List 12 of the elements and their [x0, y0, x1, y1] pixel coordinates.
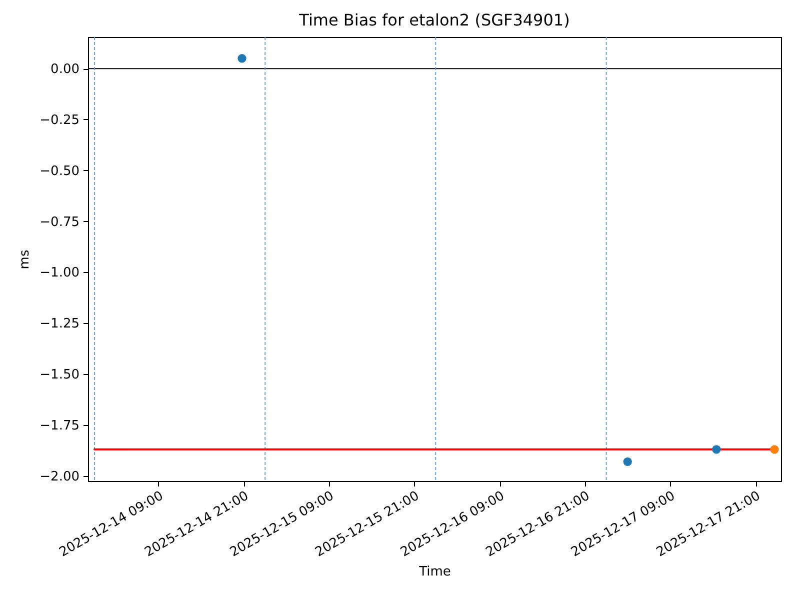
y-axis-title: ms — [18, 250, 33, 270]
y-tick-label: −1.50 — [40, 368, 80, 383]
y-tick-label: −1.75 — [40, 418, 80, 434]
chart-title: Time Bias for etalon2 (SGF34901) — [298, 10, 570, 30]
x-axis-title: Time — [418, 564, 451, 580]
y-tick-label: −0.75 — [40, 214, 80, 230]
y-tick-label: −0.50 — [40, 164, 80, 179]
y-tick-label: −0.25 — [40, 112, 80, 128]
y-tick-label: −2.00 — [40, 469, 80, 484]
y-tick-label: −1.25 — [40, 316, 80, 332]
y-tick-label: 0.00 — [50, 62, 80, 78]
y-tick-label: −1.00 — [40, 266, 80, 281]
